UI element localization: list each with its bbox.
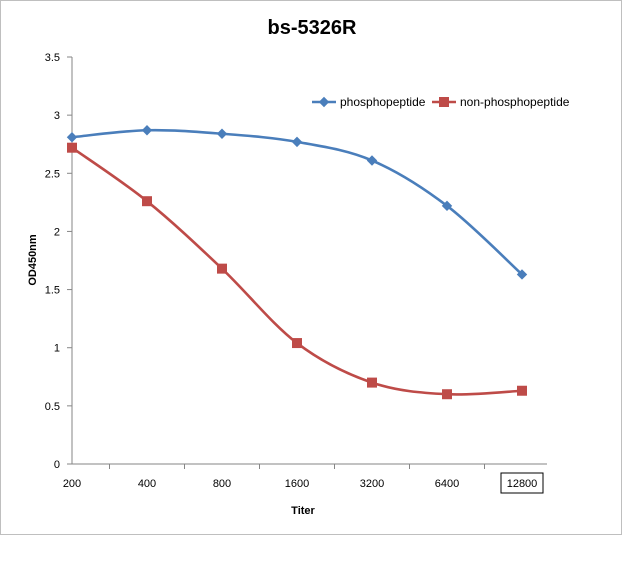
- chart-frame: [0, 0, 622, 535]
- data-point: [66, 132, 78, 143]
- data-point: [517, 385, 527, 396]
- x-tick-label: 200: [63, 478, 81, 490]
- x-tick-label: 800: [213, 478, 231, 490]
- data-point: [366, 155, 378, 166]
- series-layer: [66, 125, 528, 400]
- y-tick-label: 0.5: [45, 401, 60, 413]
- chart-title: bs-5326R: [268, 17, 357, 39]
- legend-item: non-phosphopeptide: [432, 95, 570, 109]
- data-point: [516, 269, 528, 280]
- y-tick-label: 3: [54, 110, 60, 122]
- data-point: [367, 377, 377, 388]
- legend-label: phosphopeptide: [340, 95, 426, 109]
- x-axis-title: Titer: [291, 505, 315, 517]
- data-point: [142, 196, 152, 207]
- legend-item: phosphopeptide: [312, 95, 426, 109]
- x-tick-label: 3200: [360, 478, 384, 490]
- x-tick-label: 6400: [435, 478, 459, 490]
- data-point: [67, 142, 77, 153]
- series-phosphopeptide: [66, 125, 528, 280]
- y-tick-label: 2.5: [45, 168, 60, 180]
- series-non-phosphopeptide: [67, 142, 527, 400]
- data-point: [216, 128, 228, 139]
- data-point: [291, 136, 303, 148]
- y-tick-label: 2: [54, 226, 60, 238]
- x-ticks: 200 400 800 1600 3200 6400 12800: [63, 464, 544, 494]
- legend: phosphopeptide non-phosphopeptide: [312, 95, 570, 109]
- y-tick-label: 0: [54, 459, 60, 471]
- data-point: [441, 200, 453, 212]
- legend-marker: [439, 97, 449, 107]
- x-tick-label: 12800: [507, 478, 538, 490]
- series-line: [71, 128, 523, 276]
- y-axis-title: OD450nm: [27, 234, 39, 286]
- y-tick-label: 1: [54, 343, 60, 355]
- x-tick-label: 1600: [285, 478, 309, 490]
- data-point: [217, 263, 227, 274]
- y-tick-label: 3.5: [45, 52, 60, 64]
- data-point: [292, 338, 302, 349]
- data-point: [442, 389, 452, 400]
- y-tick-label: 1.5: [45, 285, 60, 297]
- x-tick-label: 400: [138, 478, 156, 490]
- legend-label: non-phosphopeptide: [460, 95, 570, 109]
- y-ticks: 0 0.5 1 1.5 2 2.5 3 3.5: [45, 52, 72, 471]
- data-point: [141, 125, 153, 136]
- legend-marker: [318, 96, 330, 108]
- series-line: [71, 146, 523, 396]
- x-tick-label-box: [500, 472, 544, 494]
